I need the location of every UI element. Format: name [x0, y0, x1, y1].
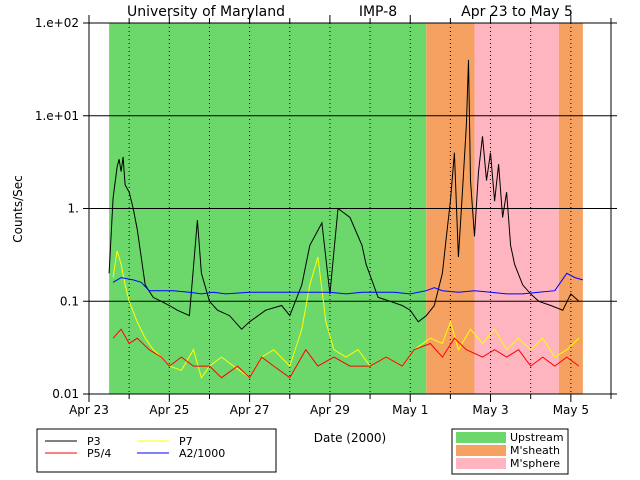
series-line-p7: [112, 250, 580, 379]
series-legend-box: [36, 428, 277, 473]
region-swatch-m-sphere: [456, 458, 506, 469]
region-legend-label-m-sphere: M'sphere: [510, 457, 560, 470]
legend-label-a2-1000: A2/1000: [179, 447, 225, 460]
series-line-p5-4: [112, 328, 580, 379]
legend-label-p5-4: P5/4: [87, 447, 111, 460]
region-legend-label-m-sheath: M'sheath: [510, 444, 560, 457]
region-legend-label-upstream: Upstream: [510, 431, 564, 444]
x-tick-label: Apr 29: [310, 403, 350, 417]
legend-label-p7: P7: [179, 435, 193, 448]
y-tick-label: 0.01: [52, 387, 79, 401]
x-tick-label: May 3: [472, 403, 508, 417]
x-tick-label: May 1: [392, 403, 428, 417]
x-tick-label: Apr 25: [149, 403, 189, 417]
x-tick-label: Apr 27: [230, 403, 270, 417]
legend-label-p3: P3: [87, 435, 101, 448]
y-axis-label: Counts/Sec: [11, 175, 25, 243]
region-swatch-m-sheath: [456, 445, 506, 456]
chart-title-spacecraft: IMP-8: [359, 4, 397, 20]
chart-title-institution: University of Maryland: [127, 4, 285, 20]
y-tick-label: 1.e+02: [35, 16, 79, 30]
series-line-p3: [108, 59, 580, 330]
y-tick-label: 1.e+01: [35, 109, 79, 123]
x-tick-label: Apr 23: [69, 403, 109, 417]
y-tick-label: 0.1: [60, 294, 79, 308]
y-tick-label: 1.: [68, 202, 79, 216]
x-axis-label: Date (2000): [314, 431, 386, 445]
region-swatch-upstream: [456, 432, 506, 443]
series-line-a2-1000: [112, 272, 584, 295]
x-tick-label: May 5: [553, 403, 589, 417]
chart-title-dates: Apr 23 to May 5: [461, 4, 573, 20]
